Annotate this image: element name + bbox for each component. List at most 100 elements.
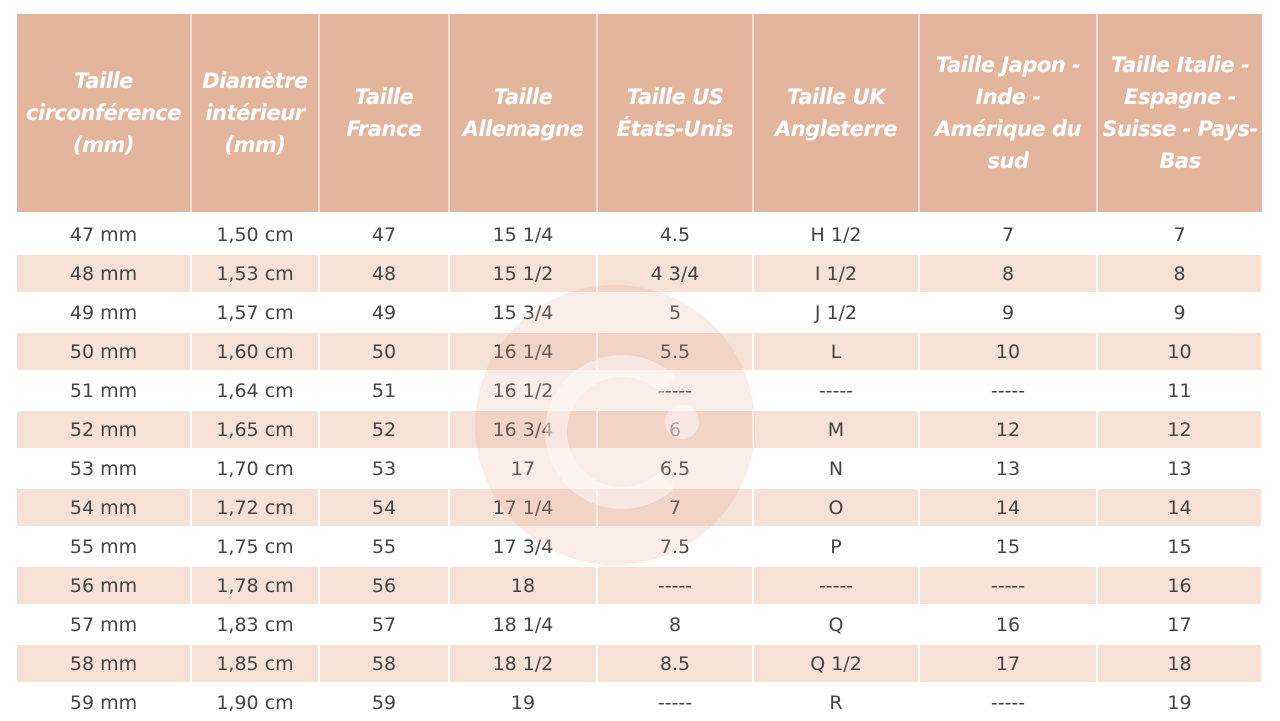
table-cell: -----: [919, 682, 1098, 721]
table-cell: -----: [919, 565, 1098, 605]
table-row: 47 mm 1,50 cm 47 15 1/4 4.5 H 1/2 7 7: [17, 212, 1263, 254]
table-row: 50 mm 1,60 cm 50 16 1/4 5.5 L 10 10: [17, 331, 1263, 371]
table-cell: 50: [319, 331, 450, 371]
table-row: 56 mm 1,78 cm 56 18 ----- ----- ----- 16: [17, 565, 1263, 605]
table-row: 54 mm 1,72 cm 54 17 1/4 7 O 14 14: [17, 487, 1263, 527]
table-cell: 48: [319, 253, 450, 293]
header-row: Taille circonférence (mm) Diamètre intéri…: [17, 14, 1262, 214]
table-cell: -----: [753, 565, 920, 605]
column-header: Taille US États-Unis: [597, 14, 754, 214]
table-cell: 54: [319, 487, 450, 527]
column-header: Taille Japon - Inde - Amérique du sud: [919, 14, 1098, 214]
table-cell: 13: [1097, 448, 1263, 488]
table-cell: 8.5: [597, 643, 754, 683]
table-cell: 1,60 cm: [191, 331, 320, 371]
table-cell: Q: [753, 604, 920, 644]
table-cell: 57: [319, 604, 450, 644]
table-cell: 5: [597, 292, 754, 332]
table-cell: 1,65 cm: [191, 409, 320, 449]
table-cell: 59: [319, 682, 450, 721]
table-cell: 7: [919, 212, 1098, 254]
table-cell: 1,64 cm: [191, 370, 320, 410]
table-cell: 1,90 cm: [191, 682, 320, 721]
table-cell: 14: [919, 487, 1098, 527]
table-cell: 9: [919, 292, 1098, 332]
table-cell: L: [753, 331, 920, 371]
table-cell: 18 1/4: [449, 604, 598, 644]
table-cell: R: [753, 682, 920, 721]
table-cell: 4.5: [597, 212, 754, 254]
column-header: Diamètre intérieur (mm): [191, 14, 320, 214]
table-cell: 17 1/4: [449, 487, 598, 527]
table-cell: 11: [1097, 370, 1263, 410]
table-cell: 1,75 cm: [191, 526, 320, 566]
table-cell: 1,85 cm: [191, 643, 320, 683]
table-cell: 47 mm: [17, 212, 192, 254]
table-cell: 52 mm: [17, 409, 192, 449]
table-cell: 19: [1097, 682, 1263, 721]
table-row: 53 mm 1,70 cm 53 17 6.5 N 13 13: [17, 448, 1263, 488]
column-header: Taille circonférence (mm): [17, 14, 192, 214]
table-cell: 16 1/2: [449, 370, 598, 410]
table-cell: 9: [1097, 292, 1263, 332]
table-cell: 18: [1097, 643, 1263, 683]
table-cell: -----: [919, 370, 1098, 410]
table-cell: 50 mm: [17, 331, 192, 371]
table-row: 49 mm 1,57 cm 49 15 3/4 5 J 1/2 9 9: [17, 292, 1263, 332]
table-cell: 53 mm: [17, 448, 192, 488]
table-cell: 15 1/2: [449, 253, 598, 293]
table-cell: 6.5: [597, 448, 754, 488]
table-cell: Q 1/2: [753, 643, 920, 683]
table-cell: 52: [319, 409, 450, 449]
table-cell: 49 mm: [17, 292, 192, 332]
table-cell: 7: [1097, 212, 1263, 254]
table-cell: 8: [597, 604, 754, 644]
column-header: Taille Allemagne: [449, 14, 598, 214]
column-header: Taille UK Angleterre: [753, 14, 920, 214]
table-row: 59 mm 1,90 cm 59 19 ----- R ----- 19: [17, 682, 1263, 721]
table-row: 55 mm 1,75 cm 55 17 3/4 7.5 P 15 15: [17, 526, 1263, 566]
table-cell: 15: [919, 526, 1098, 566]
table-cell: 10: [1097, 331, 1263, 371]
table-cell: 19: [449, 682, 598, 721]
table-cell: 12: [919, 409, 1098, 449]
table-cell: P: [753, 526, 920, 566]
table-cell: 4 3/4: [597, 253, 754, 293]
table-cell: 1,57 cm: [191, 292, 320, 332]
column-header: Taille France: [319, 14, 450, 214]
table-cell: 54 mm: [17, 487, 192, 527]
table-cell: 8: [1097, 253, 1263, 293]
table-cell: 1,78 cm: [191, 565, 320, 605]
table-cell: 1,70 cm: [191, 448, 320, 488]
table-cell: -----: [597, 565, 754, 605]
table-cell: 1,72 cm: [191, 487, 320, 527]
table-cell: 59 mm: [17, 682, 192, 721]
table-cell: I 1/2: [753, 253, 920, 293]
table-cell: 56 mm: [17, 565, 192, 605]
table-cell: 10: [919, 331, 1098, 371]
table-cell: 7.5: [597, 526, 754, 566]
table-cell: J 1/2: [753, 292, 920, 332]
column-header: Taille Italie - Espagne - Suisse - Pays-…: [1097, 14, 1262, 214]
table-cell: 14: [1097, 487, 1263, 527]
table-cell: 5.5: [597, 331, 754, 371]
table-cell: 17: [919, 643, 1098, 683]
table-cell: 56: [319, 565, 450, 605]
table-row: 51 mm 1,64 cm 51 16 1/2 ----- ----- ----- 11: [17, 370, 1263, 410]
table-cell: 15 1/4: [449, 212, 598, 254]
table-cell: 51 mm: [17, 370, 192, 410]
table-cell: 58: [319, 643, 450, 683]
table-cell: 16: [1097, 565, 1263, 605]
table-cell: 18 1/2: [449, 643, 598, 683]
table-cell: 16 3/4: [449, 409, 598, 449]
table-cell: -----: [753, 370, 920, 410]
table-cell: 6: [597, 409, 754, 449]
table-row: 48 mm 1,53 cm 48 15 1/2 4 3/4 I 1/2 8 8: [17, 253, 1263, 293]
table-cell: 18: [449, 565, 598, 605]
table-cell: 53: [319, 448, 450, 488]
table-cell: 57 mm: [17, 604, 192, 644]
table-cell: 16: [919, 604, 1098, 644]
table-cell: 12: [1097, 409, 1263, 449]
table-cell: 16 1/4: [449, 331, 598, 371]
table-cell: O: [753, 487, 920, 527]
